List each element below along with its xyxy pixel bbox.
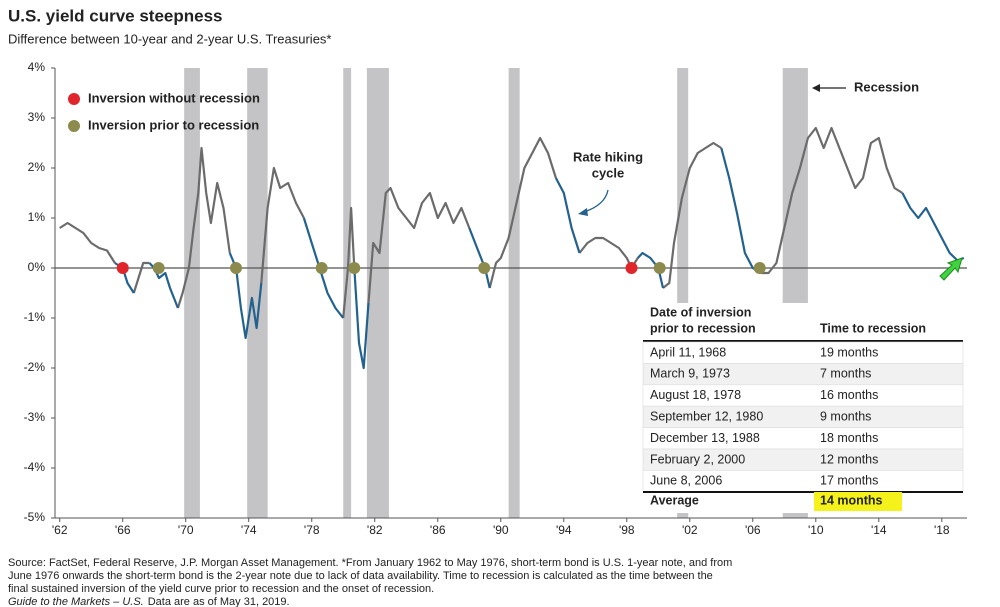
inversion-point bbox=[753, 262, 766, 274]
y-tick-label: -5% bbox=[24, 510, 46, 524]
series-line bbox=[59, 126, 903, 319]
inversion-point bbox=[478, 262, 491, 274]
y-tick-label: -2% bbox=[24, 360, 46, 374]
table-cell: 12 months bbox=[820, 452, 878, 466]
inversion-point bbox=[229, 262, 242, 274]
inversion-point bbox=[625, 262, 638, 274]
recession-band bbox=[247, 68, 268, 518]
legend: Inversion without recession Inversion pri… bbox=[68, 79, 919, 216]
footnote-line: final sustained inversion of the yield c… bbox=[8, 583, 434, 595]
table-footer: 14 months bbox=[820, 493, 883, 507]
table-cell: 17 months bbox=[820, 474, 878, 488]
footnote: Source: FactSet, Federal Reserve, J.P. M… bbox=[8, 557, 732, 607]
legend-marker bbox=[68, 120, 80, 132]
table-cell: 9 months bbox=[820, 409, 871, 423]
table-cell: February 2, 2000 bbox=[650, 452, 745, 466]
recession-band bbox=[184, 68, 200, 518]
table-cell: March 9, 1973 bbox=[650, 367, 730, 381]
axes: -5% -4% -3% -2% -1% 0% 1% 2% 3% 4% '62 '66 '70 '74 '78… bbox=[24, 60, 967, 537]
recession-band bbox=[366, 68, 389, 518]
chart-title: U.S. yield curve steepness bbox=[8, 6, 223, 25]
table-header: Time to recession bbox=[820, 321, 926, 335]
end-arrow bbox=[939, 257, 963, 281]
table-header: prior to recession bbox=[650, 321, 756, 335]
y-tick-label: 2% bbox=[28, 160, 46, 174]
table-cell: September 12, 1980 bbox=[650, 409, 763, 423]
x-tick-label: '78 bbox=[304, 523, 320, 537]
chart-subtitle: Difference between 10-year and 2-year U.… bbox=[8, 31, 331, 46]
table-cell: 19 months bbox=[820, 345, 878, 359]
y-tick-label: 1% bbox=[28, 210, 46, 224]
recession-label: Recession bbox=[854, 79, 919, 94]
annotation-arrow bbox=[583, 189, 609, 213]
table-cell: April 11, 1968 bbox=[650, 345, 726, 359]
recession-band bbox=[343, 68, 352, 518]
x-tick-label: '82 bbox=[367, 523, 383, 537]
table-cell: 16 months bbox=[820, 388, 878, 402]
recession-band bbox=[508, 68, 520, 518]
y-tick-label: 4% bbox=[28, 60, 46, 74]
x-tick-label: '94 bbox=[556, 523, 572, 537]
x-tick-label: '02 bbox=[682, 523, 698, 537]
table-cell: December 13, 1988 bbox=[650, 431, 760, 445]
x-tick-label: '62 bbox=[52, 523, 68, 537]
table-footer: Average bbox=[650, 493, 699, 507]
guide: Guide to the Markets – U.S. bbox=[8, 596, 144, 607]
table-cell: June 8, 2006 bbox=[650, 474, 722, 488]
as-of: Data are as of May 31, 2019. bbox=[148, 596, 290, 607]
table-cell: 7 months bbox=[820, 367, 871, 381]
annotation: cycle bbox=[592, 165, 625, 180]
y-tick-label: -1% bbox=[24, 310, 46, 324]
annotation: Rate hiking bbox=[573, 149, 643, 164]
inversion-point bbox=[315, 262, 328, 274]
series-line bbox=[114, 147, 965, 370]
table: Date of inversion prior to recession Time … bbox=[642, 303, 964, 513]
footnote-line: Source: FactSet, Federal Reserve, J.P. M… bbox=[8, 557, 732, 569]
inversion-point bbox=[116, 262, 129, 274]
recession-arrow-head bbox=[812, 84, 820, 92]
inversion-point bbox=[152, 262, 165, 274]
recession-band bbox=[677, 68, 689, 518]
x-tick-label: '74 bbox=[241, 523, 257, 537]
lines bbox=[59, 126, 965, 370]
inversion-point bbox=[348, 262, 361, 274]
legend-label: Inversion prior to recession bbox=[88, 117, 259, 132]
x-tick-label: '66 bbox=[115, 523, 131, 537]
x-tick-label: '14 bbox=[871, 523, 887, 537]
legend-marker bbox=[68, 93, 80, 105]
annotation-arrow-head bbox=[578, 208, 588, 216]
legend-label: Inversion without recession bbox=[88, 90, 260, 105]
points bbox=[116, 262, 766, 274]
y-tick-label: -4% bbox=[24, 460, 46, 474]
footnote-line: June 1976 onwards the short-term bond is… bbox=[8, 570, 713, 582]
footnote-line: Guide to the Markets – U.S. Data are as o… bbox=[8, 596, 290, 607]
x-tick-label: '06 bbox=[745, 523, 761, 537]
y-tick-label: 0% bbox=[28, 260, 46, 274]
table-cell: 18 months bbox=[820, 431, 878, 445]
x-tick-label: '10 bbox=[808, 523, 824, 537]
x-tick-label: '90 bbox=[493, 523, 509, 537]
y-tick-label: -3% bbox=[24, 410, 46, 424]
recession-bands bbox=[184, 68, 808, 518]
y-tick-label: 3% bbox=[28, 110, 46, 124]
x-tick-label: '70 bbox=[178, 523, 194, 537]
inversion-point bbox=[653, 262, 666, 274]
x-tick-label: '98 bbox=[619, 523, 635, 537]
table-header: Date of inversion bbox=[650, 305, 751, 319]
x-tick-label: '18 bbox=[934, 523, 950, 537]
table-cell: August 18, 1978 bbox=[650, 388, 741, 402]
x-tick-label: '86 bbox=[430, 523, 446, 537]
highlight bbox=[814, 492, 902, 511]
